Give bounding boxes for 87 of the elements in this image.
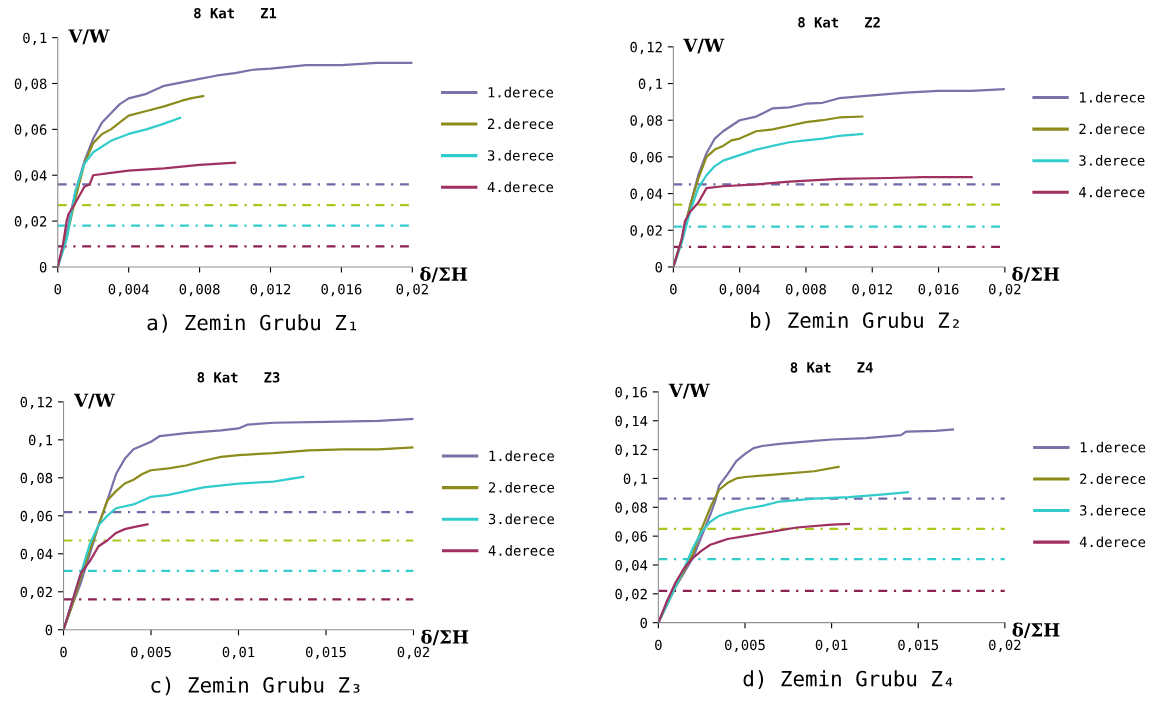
- legend-label: 2.derece: [1079, 123, 1145, 135]
- text: c) Zemin Grubu Z₃: [151, 676, 360, 696]
- chart-title: 8 Kat Z1: [194, 7, 277, 19]
- y-tick-label: 0,1: [28, 434, 53, 448]
- line-series: [63, 523, 149, 630]
- y-axis-title: V/W: [668, 383, 710, 399]
- legend-label: 3.derece: [1079, 155, 1145, 166]
- y-axis-title: V/W: [683, 38, 725, 54]
- x-tick-label: 0: [60, 646, 67, 658]
- y-tick-label: 0,08: [630, 115, 663, 128]
- y-tick-label: 0,04: [615, 559, 648, 573]
- y-tick-label: 0,06: [20, 510, 53, 524]
- y-tick-label: 0,06: [615, 531, 648, 544]
- y-tick-label: 0,1: [23, 32, 47, 45]
- y-tick-label: 0,06: [14, 124, 47, 137]
- legend-label: 4.derece: [1079, 186, 1145, 198]
- y-tick-label: 0: [640, 617, 648, 629]
- x-tick-label: 0,01: [815, 639, 848, 652]
- chart-title: 8 Kat Z4: [790, 362, 873, 373]
- y-tick-label: 0,1: [638, 78, 663, 91]
- x-tick-label: 0,004: [108, 283, 149, 297]
- y-tick-label: 0,02: [630, 225, 662, 238]
- x-tick-label: 0,02: [396, 283, 428, 297]
- line-series: [57, 161, 237, 267]
- y-tick-label: 0,16: [615, 386, 648, 400]
- y-tick-label: 0,06: [630, 151, 663, 165]
- legend-label: 4.derece: [1079, 536, 1146, 548]
- legend-label: 1.derece: [488, 86, 554, 98]
- y-tick-label: 0,02: [14, 216, 47, 229]
- chart-title: 8 Kat Z3: [197, 372, 280, 383]
- x-tick-label: 0,012: [852, 283, 892, 297]
- legend-label: 3.derece: [488, 513, 555, 525]
- line-series: [658, 522, 851, 623]
- x-axis-title: δ/ΣH: [420, 266, 468, 283]
- y-tick-label: 0: [39, 261, 47, 273]
- x-tick-label: 0,02: [397, 646, 430, 660]
- y-tick-label: 0,04: [20, 548, 53, 562]
- legend-label: 2.derece: [488, 481, 555, 493]
- y-tick-label: 0,1: [623, 473, 647, 486]
- x-tick-label: 0,02: [989, 283, 1021, 297]
- line-series: [673, 175, 973, 267]
- y-tick-label: 0,04: [14, 170, 47, 183]
- legend-label: 4.derece: [487, 181, 554, 193]
- y-tick-label: 0,02: [615, 588, 647, 602]
- x-tick-label: 0,004: [719, 283, 760, 297]
- legend-label: 1.derece: [1080, 91, 1145, 103]
- y-tick-label: 0,04: [630, 188, 663, 201]
- x-tick-label: 0,01: [222, 646, 255, 660]
- x-tick-label: 0: [54, 283, 62, 295]
- x-tick-label: 0,005: [724, 639, 765, 652]
- chart-title: 8 Kat Z2: [798, 17, 880, 28]
- legend-label: 3.derece: [1080, 504, 1146, 516]
- x-tick-label: 0,005: [131, 646, 171, 660]
- text: d) Zemin Grubu Z₄: [743, 670, 953, 689]
- x-tick-label: 0,015: [306, 646, 346, 660]
- legend-label: 4.derece: [488, 545, 555, 556]
- y-tick-label: 0,12: [615, 444, 647, 457]
- text: b) Zemin Grubu Z₂: [751, 311, 959, 331]
- legend-label: 1.derece: [1080, 441, 1146, 453]
- y-tick-label: 0,12: [630, 41, 662, 55]
- x-tick-label: 0: [670, 283, 677, 295]
- y-tick-label: 0,14: [615, 415, 648, 429]
- legend-label: 1.derece: [489, 450, 555, 462]
- x-axis-title: δ/ΣH: [1012, 622, 1060, 639]
- y-tick-label: 0,08: [14, 78, 47, 91]
- y-tick-label: 0,08: [20, 472, 53, 486]
- x-tick-label: 0,016: [321, 283, 362, 297]
- x-tick-label: 0,008: [179, 283, 220, 297]
- y-tick-label: 0,08: [615, 502, 648, 515]
- line-series: [57, 116, 182, 267]
- y-tick-label: 0: [45, 624, 53, 636]
- y-tick-label: 0: [655, 261, 663, 273]
- x-tick-label: 0,008: [785, 283, 826, 297]
- x-tick-label: 0,015: [898, 639, 939, 652]
- x-axis-title: δ/ΣH: [421, 629, 469, 646]
- text: a) Zemin Grubu Z₁: [147, 314, 357, 333]
- y-tick-label: 0,12: [20, 396, 52, 410]
- y-tick-label: 0,02: [20, 586, 52, 600]
- x-axis-title: δ/ΣH: [1012, 266, 1060, 283]
- y-axis-title: V/W: [68, 29, 110, 45]
- legend-label: 3.derece: [487, 149, 554, 161]
- legend-label: 2.derece: [1080, 473, 1146, 485]
- x-tick-label: 0,012: [250, 283, 291, 297]
- x-tick-label: 0,02: [989, 639, 1021, 652]
- legend-label: 2.derece: [488, 118, 554, 130]
- y-axis-title: V/W: [73, 393, 116, 409]
- x-tick-label: 0,016: [918, 283, 959, 297]
